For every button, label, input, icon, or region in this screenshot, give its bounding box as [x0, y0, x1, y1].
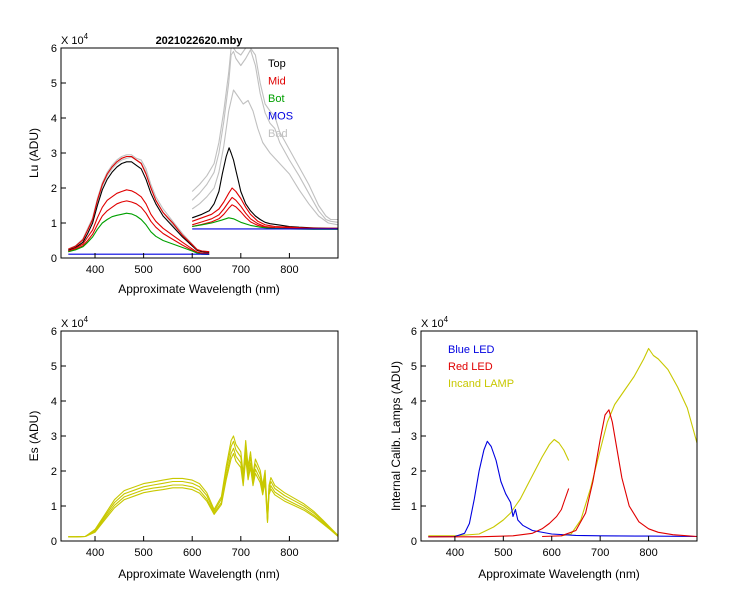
- lu-series-mid: [68, 155, 210, 253]
- lamps-y-tick-label: 5: [411, 361, 417, 373]
- lu-series-bad: [68, 154, 210, 253]
- lu-series-bad: [191, 49, 338, 223]
- lu-x-axis: 400 500 600 700 800: [86, 253, 299, 276]
- lamps-y-tick-label: 2: [411, 466, 417, 478]
- lu-series-bad: [191, 89, 338, 226]
- es-scale-label: X 104: [61, 315, 89, 330]
- lu-y-axis: 0 1 2 3 4 5 6: [51, 43, 66, 265]
- lu-x-axis-label: Approximate Wavelength (nm): [118, 282, 280, 296]
- es-series-es: [68, 452, 338, 538]
- es-y-tick-label: 3: [51, 431, 57, 443]
- es-panel: X 104 400 500 600 700 800 0 1 2 3 4 5 6 Approximat…: [27, 315, 339, 581]
- lamps-series-blue-led: [428, 440, 697, 538]
- es-y-tick-label: 2: [51, 466, 57, 478]
- lamps-series-group: [428, 347, 697, 538]
- lamps-scale-label: X 104: [421, 315, 449, 330]
- lu-x-tick-label: 700: [232, 264, 250, 276]
- lu-x-tick-label: 500: [134, 264, 152, 276]
- lu-x-tick-label: 400: [86, 264, 104, 276]
- lamps-y-tick-label: 4: [411, 396, 417, 408]
- lamps-series-red-led: [428, 488, 570, 538]
- lu-y-tick-label: 1: [51, 218, 57, 230]
- lamps-x-axis-label: Approximate Wavelength (nm): [478, 567, 640, 581]
- es-y-tick-label: 5: [51, 361, 57, 373]
- lamps-panel: X 104 400 500 600 700 800 0 1 2 3 4 5 6 Approximat…: [389, 315, 698, 581]
- es-series-es: [68, 435, 338, 538]
- lu-x-tick-label: 600: [183, 264, 201, 276]
- lamps-y-axis: 0 1 2 3 4 5 6: [411, 326, 426, 548]
- es-y-tick-label: 0: [51, 536, 57, 548]
- es-y-axis: 0 1 2 3 4 5 6: [51, 326, 66, 548]
- es-y-tick-label: 1: [51, 501, 57, 513]
- lamps-series-incand-lamp: [561, 347, 697, 537]
- lamps-y-tick-label: 1: [411, 501, 417, 513]
- lu-y-axis-label: Lu (ADU): [27, 128, 41, 178]
- lu-legend-mid: Mid: [268, 76, 286, 88]
- es-series-es: [68, 447, 338, 538]
- lamps-legend-blue-led: Blue LED: [448, 344, 495, 356]
- es-x-tick-label: 800: [280, 547, 298, 559]
- lu-y-tick-label: 3: [51, 148, 57, 160]
- es-plot-frame: [60, 330, 339, 542]
- lu-legend-top: Top: [268, 58, 286, 70]
- lamps-x-tick-label: 500: [494, 547, 512, 559]
- lu-y-tick-label: 2: [51, 183, 57, 195]
- lu-y-tick-label: 4: [51, 113, 57, 125]
- lamps-legend-incand-lamp: Incand LAMP: [448, 378, 514, 390]
- lamps-y-tick-label: 0: [411, 536, 417, 548]
- es-y-axis-label: Es (ADU): [27, 411, 41, 462]
- lu-y-tick-label: 6: [51, 43, 57, 55]
- lu-series-mid: [68, 189, 210, 254]
- lu-series-group: [68, 48, 338, 256]
- lu-legend-bad: Bad: [268, 128, 288, 140]
- lu-legend-bot: Bot: [268, 93, 285, 105]
- lu-series-mid: [192, 187, 338, 229]
- lamps-series-red-led: [542, 409, 697, 538]
- lu-series-bad: [191, 48, 338, 221]
- es-x-tick-label: 400: [86, 547, 104, 559]
- lu-series-bot: [68, 212, 210, 256]
- lamps-y-tick-label: 3: [411, 431, 417, 443]
- lamps-legend: Blue LED Red LED Incand LAMP: [448, 344, 514, 390]
- es-series-es: [68, 440, 338, 538]
- lamps-legend-red-led: Red LED: [448, 361, 493, 373]
- es-x-tick-label: 700: [232, 547, 250, 559]
- lu-y-tick-label: 5: [51, 78, 57, 90]
- lu-title: 2021022620.mby: [156, 35, 244, 47]
- es-x-axis-label: Approximate Wavelength (nm): [118, 567, 280, 581]
- lu-legend-mos: MOS: [268, 111, 293, 123]
- lu-series-top: [192, 147, 338, 229]
- lu-scale-label: X 104: [61, 32, 89, 47]
- es-y-tick-label: 4: [51, 396, 57, 408]
- es-y-tick-label: 6: [51, 326, 57, 338]
- lu-x-tick-label: 800: [280, 264, 298, 276]
- lu-panel: 2021022620.mby X 104 400 500 600 700 800 0 1 2…: [27, 32, 339, 296]
- lu-series-top: [68, 161, 210, 253]
- lamps-x-tick-label: 700: [591, 547, 609, 559]
- lamps-series-incand-lamp: [428, 438, 570, 537]
- lamps-x-tick-label: 600: [543, 547, 561, 559]
- lu-series-mid: [68, 200, 210, 255]
- lu-y-tick-label: 0: [51, 253, 57, 265]
- lu-legend: Top Mid Bot MOS Bad: [268, 58, 293, 140]
- lamps-x-tick-label: 400: [446, 547, 464, 559]
- es-x-tick-label: 600: [183, 547, 201, 559]
- lamps-y-tick-label: 6: [411, 326, 417, 338]
- lamps-x-axis: 400 500 600 700 800: [446, 536, 658, 559]
- es-x-tick-label: 500: [134, 547, 152, 559]
- es-series-group: [68, 435, 338, 538]
- es-x-axis: 400 500 600 700 800: [86, 536, 299, 559]
- lamps-y-axis-label: Internal Calib. Lamps (ADU): [389, 361, 403, 511]
- lamps-x-tick-label: 800: [639, 547, 657, 559]
